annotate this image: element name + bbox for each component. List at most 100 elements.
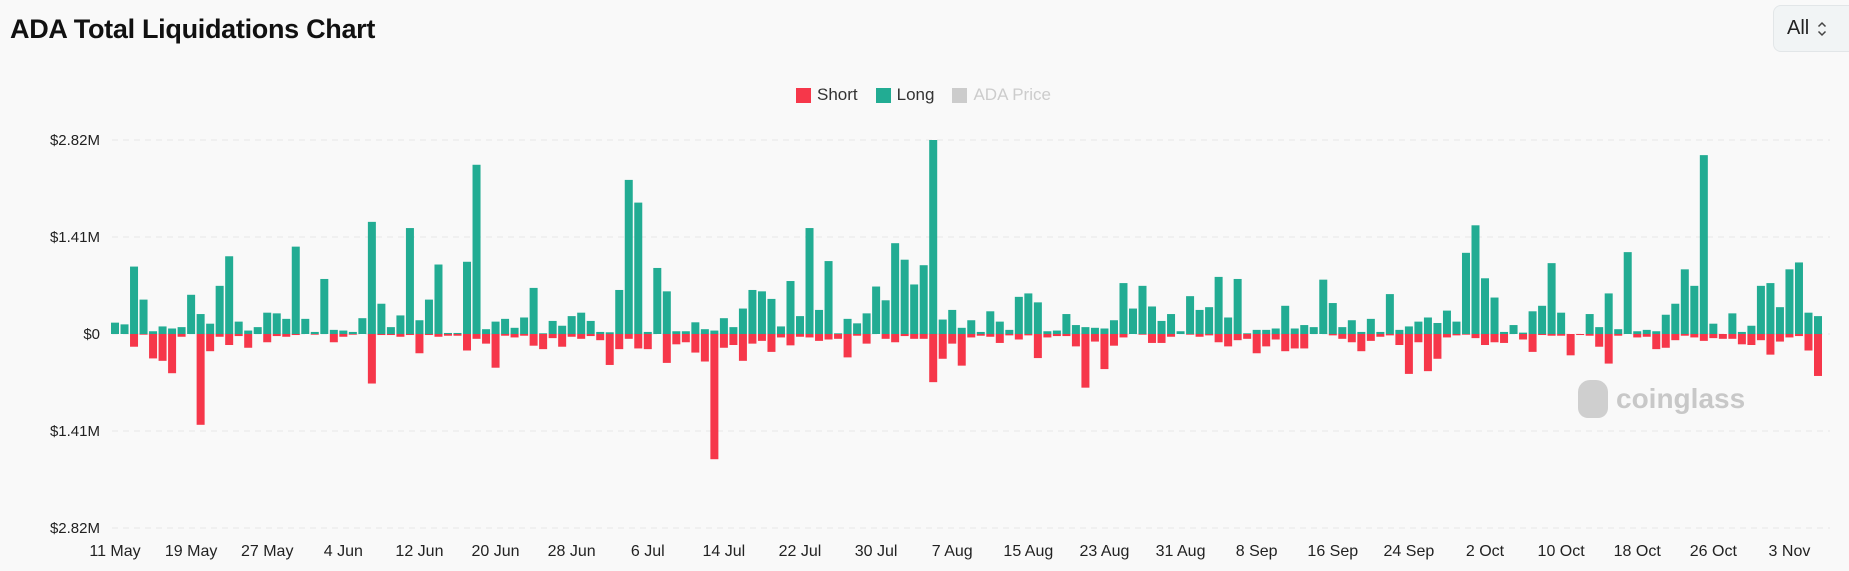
short-bar (501, 334, 510, 336)
short-bar (700, 334, 709, 362)
short-bar (748, 334, 757, 344)
short-bar (1071, 334, 1080, 347)
long-bar (1775, 307, 1784, 334)
short-bar (938, 334, 947, 359)
legend-item-short[interactable]: Short (796, 85, 858, 105)
legend-item-ada-price[interactable]: ADA Price (952, 85, 1051, 105)
short-bar (1604, 334, 1613, 364)
long-bar (1205, 307, 1214, 334)
short-bar (643, 334, 652, 350)
short-bar (881, 334, 890, 339)
long-bar (1100, 328, 1109, 334)
y-tick-label: $0 (83, 326, 100, 343)
long-bar (729, 327, 738, 334)
long-bar (263, 312, 272, 334)
short-bar (710, 334, 719, 460)
y-tick-label: $2.82M (50, 520, 100, 537)
short-bar (1576, 334, 1585, 336)
long-bar (1652, 331, 1661, 334)
long-bar (1385, 294, 1394, 334)
short-bar (1214, 334, 1223, 343)
long-bar (586, 320, 595, 334)
short-bar (1756, 334, 1765, 341)
long-bar (1071, 325, 1080, 334)
long-bar (443, 332, 452, 334)
long-bar (187, 294, 196, 334)
long-bar (253, 327, 262, 334)
legend-item-long[interactable]: Long (875, 85, 934, 105)
long-bar (386, 327, 395, 334)
short-bar (244, 334, 253, 348)
short-bar (1652, 334, 1661, 350)
long-bar (1224, 317, 1233, 334)
long-bar (1005, 329, 1014, 334)
short-bar (862, 334, 871, 344)
short-bar (130, 334, 139, 347)
long-bar (805, 228, 814, 334)
long-bar (796, 316, 805, 334)
x-tick-label: 11 May (89, 543, 140, 560)
long-bar (244, 330, 253, 334)
long-bar (1538, 305, 1547, 334)
long-bar (339, 330, 348, 334)
long-bar (1728, 313, 1737, 334)
long-bar (605, 332, 614, 334)
short-bar (139, 334, 148, 335)
short-bar (1452, 334, 1461, 336)
long-bar (234, 321, 243, 334)
short-bar (1186, 334, 1195, 335)
long-bar (1519, 332, 1528, 334)
long-bar (1138, 285, 1147, 334)
time-range-select[interactable]: All (1773, 5, 1849, 52)
long-bar (1557, 312, 1566, 334)
short-bar (1814, 334, 1822, 376)
short-bar (1252, 334, 1261, 354)
long-bar (558, 325, 567, 334)
short-bar (482, 334, 491, 344)
short-bar (910, 334, 919, 339)
short-bar (1737, 334, 1746, 345)
long-bar (1690, 285, 1699, 334)
long-bar (367, 221, 376, 334)
short-bar (691, 334, 700, 353)
long-bar (891, 243, 900, 334)
long-bar (1309, 327, 1318, 334)
short-bar (1376, 334, 1385, 337)
long-bar (1081, 327, 1090, 334)
long-bar (111, 322, 119, 334)
long-bar (929, 140, 938, 334)
long-bar (1176, 331, 1185, 334)
long-bar (986, 311, 995, 334)
long-bar (434, 264, 443, 334)
short-bar (1300, 334, 1309, 349)
short-bar (1005, 334, 1014, 336)
short-bar (681, 334, 690, 343)
long-bar (1433, 322, 1442, 334)
long-bar (1328, 303, 1337, 334)
short-bar (586, 334, 595, 337)
long-bar (738, 308, 747, 334)
short-bar (1138, 334, 1147, 335)
short-bar (1090, 334, 1099, 342)
short-bar (605, 334, 614, 365)
long-bar (1442, 310, 1451, 334)
short-bar (1052, 334, 1061, 337)
long-bar (1604, 293, 1613, 334)
long-bar (1595, 327, 1604, 334)
short-bar (1109, 334, 1118, 346)
x-tick-label: 3 Nov (1769, 543, 1811, 560)
short-bar (1557, 334, 1566, 336)
long-bar (1547, 263, 1556, 334)
long-bar (1633, 331, 1642, 334)
short-bar (1766, 334, 1775, 355)
long-bar (862, 313, 871, 334)
long-bar (1109, 320, 1118, 334)
long-bar (843, 318, 852, 334)
short-bar (453, 334, 462, 336)
long-bar (1481, 278, 1490, 334)
short-bar (1404, 334, 1413, 374)
long-bar (396, 315, 405, 334)
short-bar (1043, 334, 1052, 338)
x-tick-label: 30 Jul (855, 543, 898, 560)
long-bar (158, 326, 167, 334)
